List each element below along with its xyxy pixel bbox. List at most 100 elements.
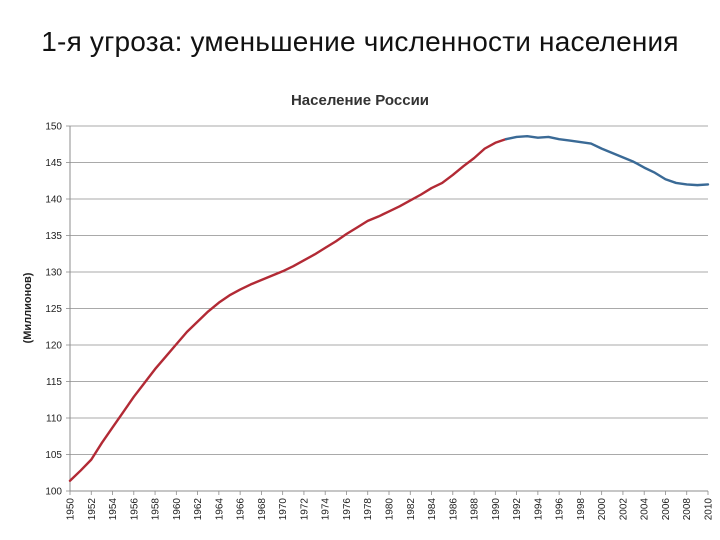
axes bbox=[66, 125, 709, 495]
x-tick-label: 1960 bbox=[172, 498, 183, 521]
grid-lines bbox=[70, 125, 708, 492]
x-tick-label: 1974 bbox=[321, 498, 332, 521]
x-tick-label: 1954 bbox=[108, 498, 119, 521]
y-tick-label: 140 bbox=[45, 195, 62, 206]
series-1-point bbox=[207, 310, 209, 313]
series-lines bbox=[68, 135, 710, 482]
series-1-point bbox=[324, 247, 326, 249]
x-tick-label: 1984 bbox=[427, 498, 438, 521]
y-tick-label: 100 bbox=[45, 487, 62, 498]
x-tick-label: 1950 bbox=[66, 498, 77, 521]
x-tick-label: 2010 bbox=[704, 498, 715, 521]
series-2-point bbox=[643, 167, 645, 169]
series-1-point bbox=[388, 210, 390, 213]
series-1-point bbox=[462, 165, 465, 167]
series-1-point bbox=[239, 288, 241, 291]
series-2-point bbox=[547, 136, 550, 138]
y-tick-label: 110 bbox=[46, 414, 62, 425]
x-tick-label: 2000 bbox=[597, 498, 608, 521]
series-2-point bbox=[590, 142, 592, 145]
x-tick-label: 1964 bbox=[214, 498, 225, 521]
x-tick-label: 1982 bbox=[406, 498, 417, 521]
series-2-point bbox=[516, 136, 518, 138]
x-tick-label: 1992 bbox=[512, 498, 523, 521]
x-tick-label: 1956 bbox=[129, 498, 140, 521]
slide-title: 1-я угроза: уменьшение численности насел… bbox=[41, 26, 679, 57]
series-1-point bbox=[250, 283, 252, 286]
series-1-point bbox=[494, 142, 496, 144]
x-tick-label: 2002 bbox=[618, 498, 629, 521]
y-tick-label: 105 bbox=[45, 450, 62, 461]
x-tick-label: 1972 bbox=[299, 498, 310, 521]
series-2-point bbox=[675, 182, 677, 184]
series-1-point bbox=[271, 275, 273, 277]
series-1-point bbox=[154, 368, 156, 370]
x-tick-label: 2004 bbox=[640, 498, 651, 521]
series-1-point bbox=[335, 240, 337, 242]
series-1-point bbox=[409, 199, 411, 202]
y-tick-labels: 100 105 110 115 120 125 130 135 140 145 150 bbox=[45, 122, 62, 498]
series-1-point bbox=[452, 174, 454, 176]
x-tick-label: 1962 bbox=[193, 498, 204, 521]
y-tick-label: 115 bbox=[46, 377, 62, 388]
series-1-point bbox=[420, 194, 422, 196]
series-1-point bbox=[90, 459, 92, 461]
y-tick-label: 145 bbox=[45, 158, 62, 169]
series-2-point bbox=[622, 156, 624, 158]
series-1-point bbox=[260, 279, 262, 281]
series-line-2 bbox=[504, 135, 710, 187]
series-2-point bbox=[579, 141, 582, 143]
series-1-point bbox=[441, 182, 443, 184]
series-1-point bbox=[228, 294, 231, 296]
series-2-point bbox=[664, 178, 667, 180]
chart-title: Население России bbox=[291, 92, 429, 109]
x-tick-label: 1994 bbox=[533, 498, 544, 521]
series-1-point bbox=[356, 226, 358, 229]
series-1-point bbox=[69, 480, 71, 482]
series-2-point bbox=[537, 137, 539, 139]
series-1-point bbox=[430, 187, 433, 189]
series-1-point bbox=[345, 233, 348, 235]
series-2-point bbox=[686, 183, 688, 185]
x-tick-label: 1970 bbox=[278, 498, 289, 521]
x-tick-label: 1980 bbox=[385, 498, 396, 521]
y-tick-label: 130 bbox=[45, 268, 62, 279]
x-tick-label: 1986 bbox=[448, 498, 459, 521]
series-1-point bbox=[367, 220, 369, 222]
x-tick-label: 2008 bbox=[682, 498, 693, 521]
y-tick-label: 135 bbox=[45, 231, 62, 242]
series-2-point bbox=[611, 152, 613, 154]
series-1-point bbox=[313, 253, 316, 256]
x-tick-label: 1990 bbox=[491, 498, 502, 521]
series-1-point bbox=[377, 215, 379, 218]
series-line-1 bbox=[68, 137, 508, 482]
series-2-point bbox=[505, 138, 507, 140]
series-1-point bbox=[282, 270, 284, 272]
series-2-point bbox=[558, 138, 560, 140]
series-2-point bbox=[569, 140, 571, 142]
series-2-point bbox=[632, 161, 635, 163]
series-1-point bbox=[484, 148, 486, 150]
x-tick-label: 1996 bbox=[555, 498, 566, 521]
series-1-point bbox=[303, 259, 305, 261]
y-axis-label: (Миллионов) bbox=[22, 272, 34, 343]
series-1-point bbox=[133, 396, 135, 398]
series-1-point bbox=[218, 302, 220, 304]
series-1-point bbox=[175, 343, 177, 345]
series-1-point bbox=[186, 331, 188, 333]
y-tick-label: 120 bbox=[45, 341, 62, 352]
series-2-point bbox=[696, 184, 698, 186]
series-1-point bbox=[143, 382, 146, 384]
series-1-point bbox=[292, 265, 294, 267]
series-2-point bbox=[601, 148, 603, 150]
x-tick-labels: 1950 1952 1954 1956 1958 1960 1962 1964 1966 1968… bbox=[66, 498, 715, 521]
x-tick-label: 1976 bbox=[342, 498, 353, 521]
y-tick-label: 150 bbox=[45, 122, 62, 133]
series-1-point bbox=[473, 157, 475, 159]
x-tick-label: 1958 bbox=[151, 498, 162, 521]
x-tick-label: 1966 bbox=[236, 498, 247, 521]
series-2-point bbox=[654, 172, 656, 174]
series-1-point bbox=[165, 356, 167, 358]
series-2-point bbox=[707, 183, 709, 185]
